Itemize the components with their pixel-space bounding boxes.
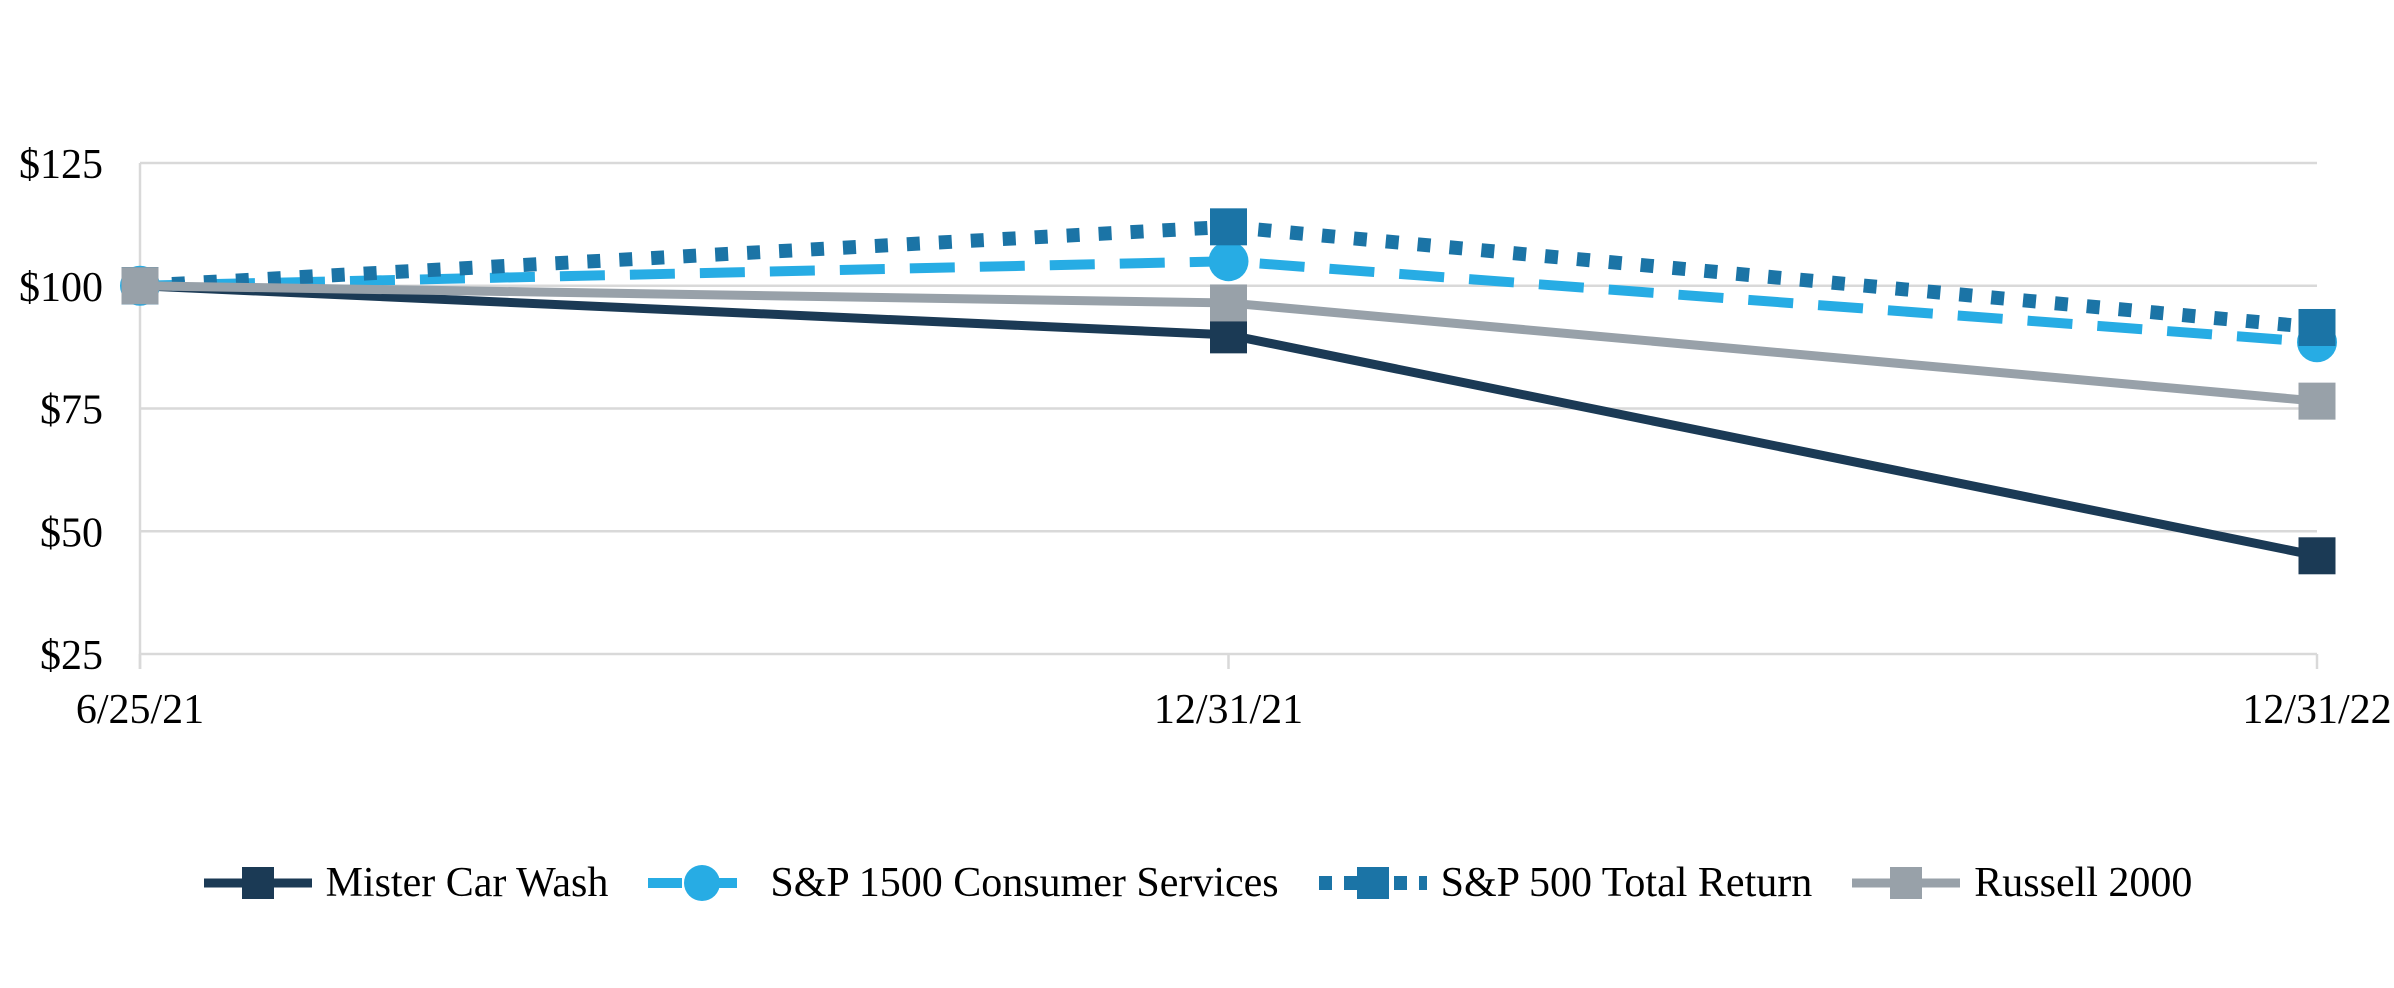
legend-label-russell-2000: Russell 2000 xyxy=(1974,860,2193,906)
y-axis-label-100: $100 xyxy=(19,265,103,311)
legend-item-russell-2000: Russell 2000 xyxy=(1850,860,2192,906)
legend-marker-shape-russell-2000 xyxy=(1890,867,1923,900)
data-point-s-p-500-total-return-1 xyxy=(1210,208,1247,246)
legend-marker-shape-mister-car-wash xyxy=(241,867,274,900)
legend-marker-mister-car-wash-icon xyxy=(203,867,312,900)
legend-marker-s-p-1500-consumer-services-icon xyxy=(648,865,757,902)
legend-marker-shape-s-p-1500-consumer-services xyxy=(684,865,721,902)
legend-label-mister-car-wash: Mister Car Wash xyxy=(325,860,609,906)
legend-item-s-p-500-total-return: S&P 500 Total Return xyxy=(1317,860,1813,906)
data-point-mister-car-wash-2 xyxy=(2298,537,2336,575)
y-axis-label-25: $25 xyxy=(40,633,103,679)
x-axis-label-6-25-21: 6/25/21 xyxy=(76,687,204,733)
data-point-mister-car-wash-1 xyxy=(1210,316,1247,354)
legend-label-s-p-1500-consumer-services: S&P 1500 Consumer Services xyxy=(770,860,1279,906)
data-point-s-p-500-total-return-2 xyxy=(2298,308,2336,346)
legend-item-mister-car-wash: Mister Car Wash xyxy=(202,860,609,906)
legend-label-s-p-500-total-return: S&P 500 Total Return xyxy=(1440,860,1813,906)
legend-item-s-p-1500-consumer-services: S&P 1500 Consumer Services xyxy=(646,860,1279,906)
y-axis-label-50: $50 xyxy=(40,510,103,556)
y-axis-label-75: $75 xyxy=(40,388,103,434)
chart-legend: Mister Car Wash S&P 1500 Consumer Service… xyxy=(0,860,2394,906)
performance-line-chart: $25 $50 $75 $100 $125 6/25/21 12/31/21 12/31/22 xyxy=(19,142,2392,733)
legend-marker-shape-s-p-500-total-return xyxy=(1356,867,1389,900)
series-russell-2000 xyxy=(121,267,2336,420)
data-point-s-p-1500-consumer-services-1 xyxy=(1208,241,1249,282)
x-axis-label-12-31-22: 12/31/22 xyxy=(2242,687,2391,733)
data-point-russell-2000-2 xyxy=(2298,382,2336,420)
data-point-russell-2000-1 xyxy=(1210,284,1247,322)
y-axis-label-125: $125 xyxy=(19,142,103,188)
legend-marker-s-p-500-total-return-icon xyxy=(1318,867,1427,900)
legend-marker-russell-2000-icon xyxy=(1852,867,1961,900)
x-axis-label-12-31-21: 12/31/21 xyxy=(1154,687,1303,733)
data-point-russell-2000-0 xyxy=(121,267,159,305)
